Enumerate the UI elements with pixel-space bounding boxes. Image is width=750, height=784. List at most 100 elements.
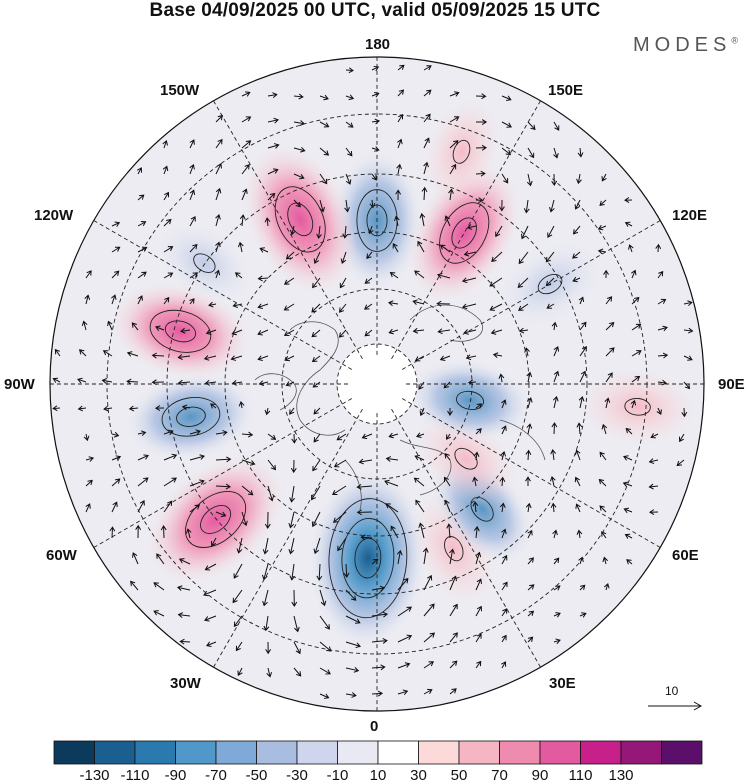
wind-vector-289 (85, 456, 95, 462)
wind-vector-332 (574, 476, 581, 487)
wind-vector-363 (210, 537, 217, 547)
wind-vector-32 (241, 140, 252, 149)
wind-vector-368 (337, 537, 347, 552)
wind-vector-329 (499, 476, 506, 487)
wind-vector-404 (232, 589, 243, 604)
wind-vector-108 (163, 246, 174, 253)
wind-vector-30 (189, 139, 195, 149)
wind-vector-137 (312, 277, 321, 289)
wind-vector-427 (371, 611, 389, 618)
wind-vector-220 (683, 355, 693, 361)
wind-vector-153 (137, 295, 143, 305)
wind-vector-34 (293, 146, 306, 153)
wind-vector-170 (578, 296, 585, 305)
contour-8-2 (341, 518, 395, 599)
wind-vector-11 (423, 89, 432, 97)
wind-vector-440 (293, 641, 301, 655)
wind-vector-98 (444, 215, 451, 227)
wind-vector-348 (385, 503, 399, 513)
wind-vector-394 (501, 554, 508, 565)
colorbar-swatch-3 (175, 740, 217, 765)
wind-vector-312 (676, 459, 685, 467)
lon-label-120e: 120E (672, 207, 708, 224)
wind-vector-365 (262, 537, 269, 555)
wind-vector-324 (356, 483, 373, 490)
lon-label-0: 0 (370, 718, 379, 735)
wind-vector-35 (319, 147, 330, 156)
wind-vector-252 (289, 407, 295, 415)
wind-vector-169 (546, 303, 555, 309)
lon-label-60e: 60E (672, 547, 699, 564)
wind-vector-189 (437, 328, 451, 335)
wind-vector-426 (345, 615, 361, 624)
anomaly-negative-4 (155, 220, 254, 306)
wind-vector-27 (527, 121, 536, 131)
wind-vector-113 (285, 251, 295, 260)
wind-vector-71 (293, 199, 301, 208)
wind-vector-399 (626, 559, 633, 565)
anomaly-negative-6 (125, 372, 257, 461)
colorbar-swatch-13 (580, 740, 622, 765)
wind-vector-171 (605, 296, 613, 305)
colorbar-swatch-12 (539, 740, 581, 765)
colorbar-tick-label: -50 (245, 767, 268, 784)
wind-vector-65 (137, 194, 145, 201)
wind-vector-351 (472, 501, 479, 513)
wind-vector-54 (345, 173, 352, 185)
wind-vector-6 (293, 93, 304, 100)
wind-vector-141 (414, 270, 425, 279)
wind-vector-330 (525, 476, 531, 487)
wind-vector-409 (371, 585, 386, 592)
wind-vector-85 (111, 221, 121, 227)
wind-vector-90 (239, 214, 246, 227)
wind-vector-429 (423, 603, 435, 617)
wind-vector-237 (553, 370, 560, 383)
contour-7-2 (185, 490, 247, 548)
wind-vector-63 (576, 173, 582, 185)
lon-label-150e: 150E (548, 82, 584, 99)
wind-vector-395 (527, 557, 534, 565)
wind-vector-164 (412, 299, 425, 305)
wind-vector-326 (413, 477, 425, 487)
wind-vector-177 (131, 322, 139, 331)
lon-label-90w: 90W (4, 376, 35, 393)
wind-vector-150 (657, 270, 664, 279)
colorbar-tick-label: 110 (568, 767, 593, 784)
wind-vector-401 (153, 582, 165, 591)
wind-vector-75 (395, 189, 402, 201)
wind-vector-254 (419, 407, 425, 417)
wind-vector-13 (475, 93, 487, 100)
wind-vector-211 (439, 355, 451, 361)
wind-vector-347 (356, 509, 373, 516)
wind-vector-133 (214, 269, 221, 279)
wind-vector-352 (499, 502, 506, 513)
wind-vector-434 (553, 612, 561, 618)
wind-vector-155 (189, 298, 195, 305)
wind-vector-179 (180, 327, 191, 334)
wind-vector-60 (501, 173, 509, 184)
contour-14-1 (452, 139, 471, 164)
wind-vector-257 (501, 399, 507, 409)
wind-vector-215 (553, 346, 560, 357)
wind-vector-72 (319, 199, 325, 213)
wind-vector-314 (111, 478, 121, 487)
wind-vector-356 (599, 505, 607, 513)
wind-vector-371 (418, 522, 425, 539)
wind-vector-442 (345, 641, 362, 649)
meridian-210 (213, 100, 363, 360)
wind-vector-124 (572, 251, 581, 259)
wind-vector-391 (422, 547, 429, 565)
wind-vector-111 (237, 241, 244, 253)
wind-vector-277 (388, 432, 399, 439)
wind-vector-315 (137, 477, 149, 487)
colorbar-tick-label: 90 (531, 767, 549, 784)
wind-vector-26 (501, 121, 512, 128)
wind-vector-186 (364, 329, 373, 337)
wind-vector-219 (657, 352, 669, 359)
wind-vector-58 (449, 163, 457, 175)
wind-vector-372 (446, 523, 453, 539)
wind-vector-91 (264, 217, 271, 227)
wind-vector-243 (52, 405, 61, 412)
wind-vector-353 (525, 502, 532, 513)
meridian-300 (93, 398, 353, 548)
